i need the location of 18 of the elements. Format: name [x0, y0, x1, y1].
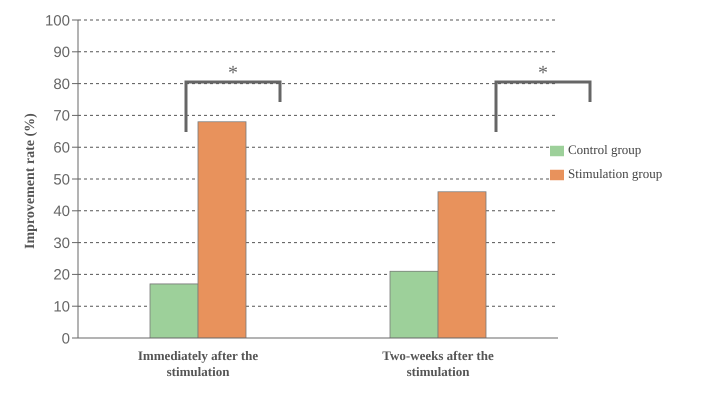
y-tick-label: 90	[53, 44, 70, 62]
x-tick-label: Two-weeks after the stimulation	[382, 348, 494, 379]
y-axis-title: Improvement rate (%)	[22, 112, 38, 249]
legend-label: Control group	[568, 142, 642, 157]
y-tick-label: 70	[53, 108, 70, 125]
legend-label: Stimulation group	[568, 166, 662, 181]
y-tick-label: 0	[62, 330, 70, 348]
y-tick-label: 60	[53, 140, 70, 157]
annotation: *	[537, 62, 549, 85]
y-tick-label: 100	[44, 12, 70, 30]
y-tick-label: 20	[53, 266, 70, 284]
annotation: *	[227, 62, 239, 85]
y-tick-label: 10	[53, 298, 70, 316]
y-tick-label: 30	[53, 234, 70, 252]
y-tick-label: 40	[53, 203, 70, 220]
y-tick-label: 80	[53, 76, 70, 93]
y-tick-label: 50	[53, 171, 70, 188]
x-tick-label: Immediately after the stimulation	[138, 348, 258, 379]
